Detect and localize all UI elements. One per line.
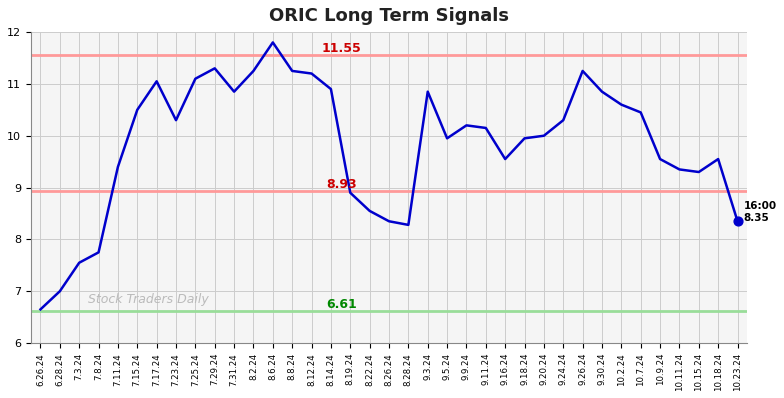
Text: Stock Traders Daily: Stock Traders Daily: [88, 293, 209, 306]
Text: 16:00
8.35: 16:00 8.35: [743, 201, 776, 223]
Title: ORIC Long Term Signals: ORIC Long Term Signals: [269, 7, 509, 25]
Point: [731, 218, 744, 224]
Text: 8.93: 8.93: [326, 178, 357, 191]
Text: 11.55: 11.55: [321, 42, 361, 55]
Text: 6.61: 6.61: [326, 298, 357, 311]
